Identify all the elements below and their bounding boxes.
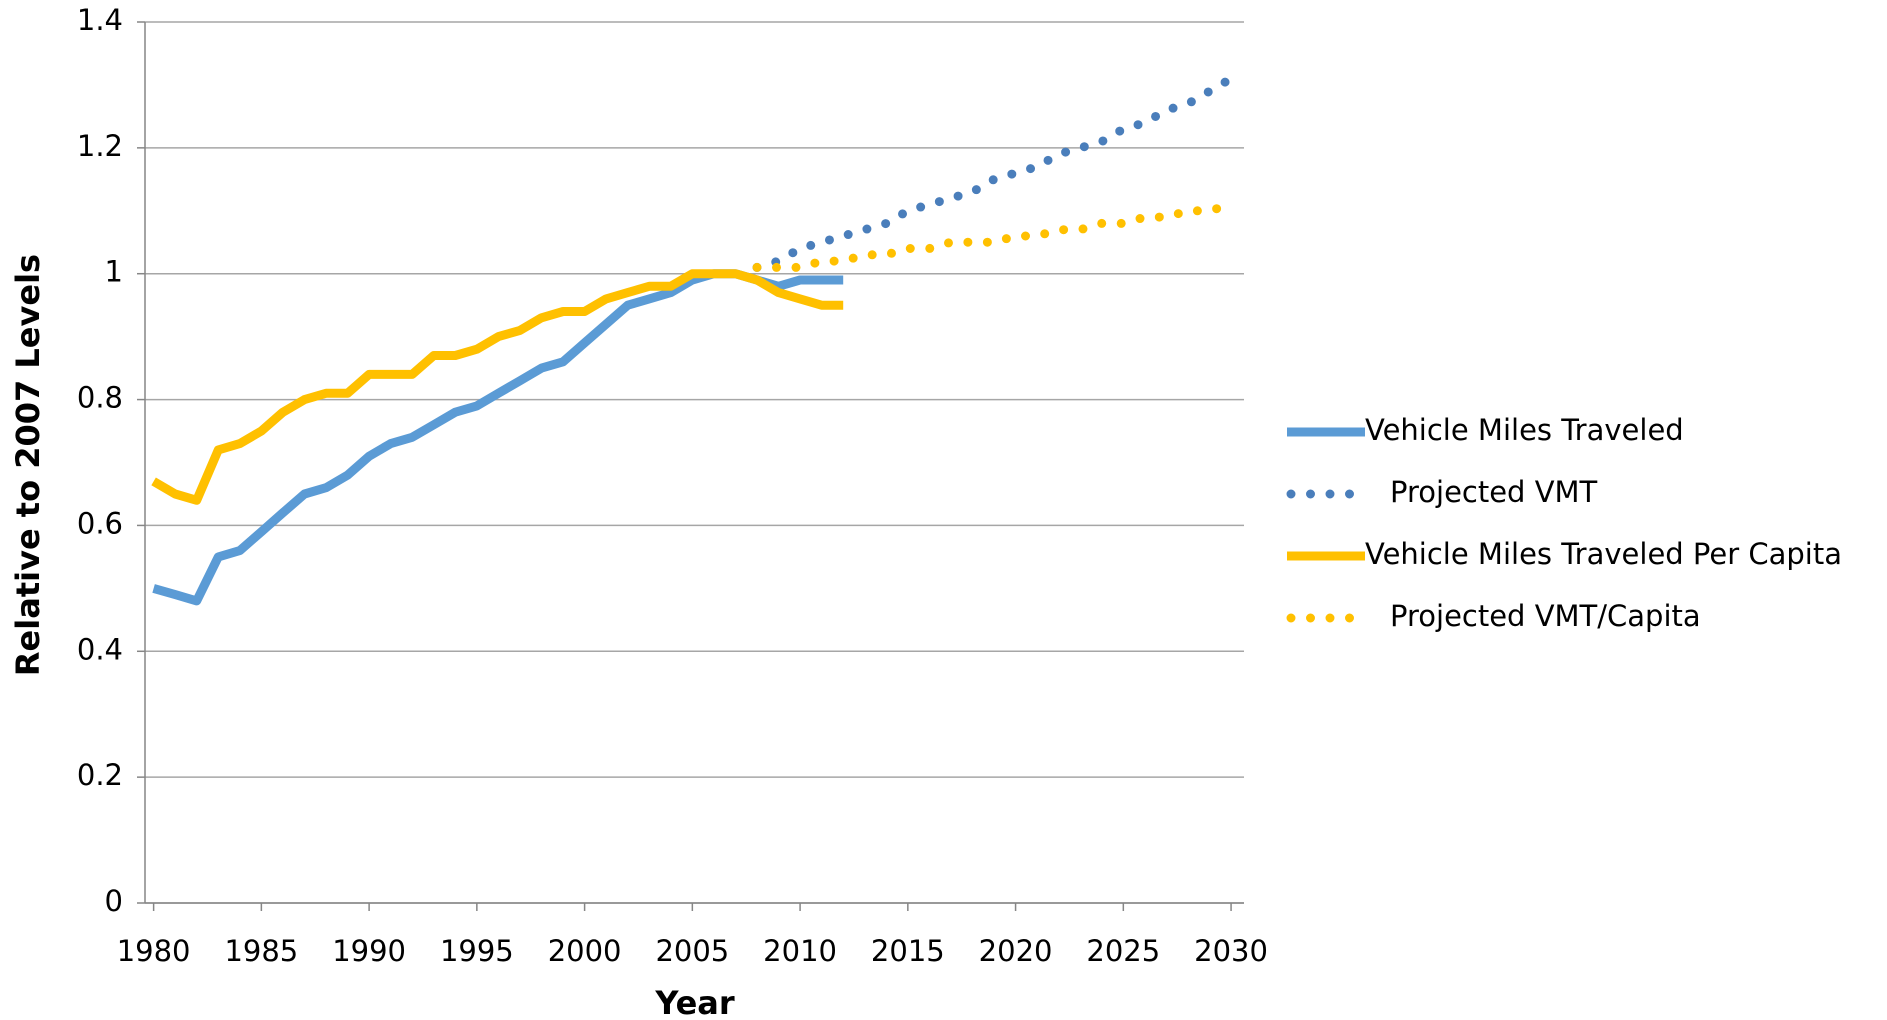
x-tick-label: 1995 xyxy=(440,934,514,968)
y-tick-label: 0.6 xyxy=(77,506,123,540)
x-tick-label: 1980 xyxy=(117,934,191,968)
legend-label: Projected VMT xyxy=(1390,475,1598,509)
x-tick-label: 2030 xyxy=(1194,934,1268,968)
x-tick-label: 2000 xyxy=(548,934,622,968)
legend-label: Projected VMT/Capita xyxy=(1390,599,1701,633)
x-tick-label: 2025 xyxy=(1086,934,1160,968)
line-series xyxy=(151,269,844,505)
y-tick-label: 0 xyxy=(105,884,123,918)
x-tick-label: 2020 xyxy=(979,934,1053,968)
y-tick-label: 0.2 xyxy=(77,758,123,792)
legend-label: Vehicle Miles Traveled Per Capita xyxy=(1365,537,1842,571)
x-tick-label: 2005 xyxy=(655,934,729,968)
y-tick-label: 0.8 xyxy=(77,381,123,415)
y-tick-label: 1.4 xyxy=(77,3,123,37)
line-series xyxy=(752,200,1236,272)
x-axis-title: Year xyxy=(654,984,735,1020)
y-axis-title: Relative to 2007 Levels xyxy=(9,254,47,676)
x-tick-label: 1990 xyxy=(332,934,406,968)
y-tick-label: 0.4 xyxy=(77,632,123,666)
line-series xyxy=(752,74,1236,272)
legend-label: Vehicle Miles Traveled xyxy=(1365,413,1684,447)
x-tick-label: 2015 xyxy=(871,934,945,968)
x-tick-label: 1985 xyxy=(224,934,298,968)
y-tick-label: 1.2 xyxy=(77,129,123,163)
x-tick-label: 2010 xyxy=(763,934,837,968)
y-tick-label: 1 xyxy=(105,255,123,289)
